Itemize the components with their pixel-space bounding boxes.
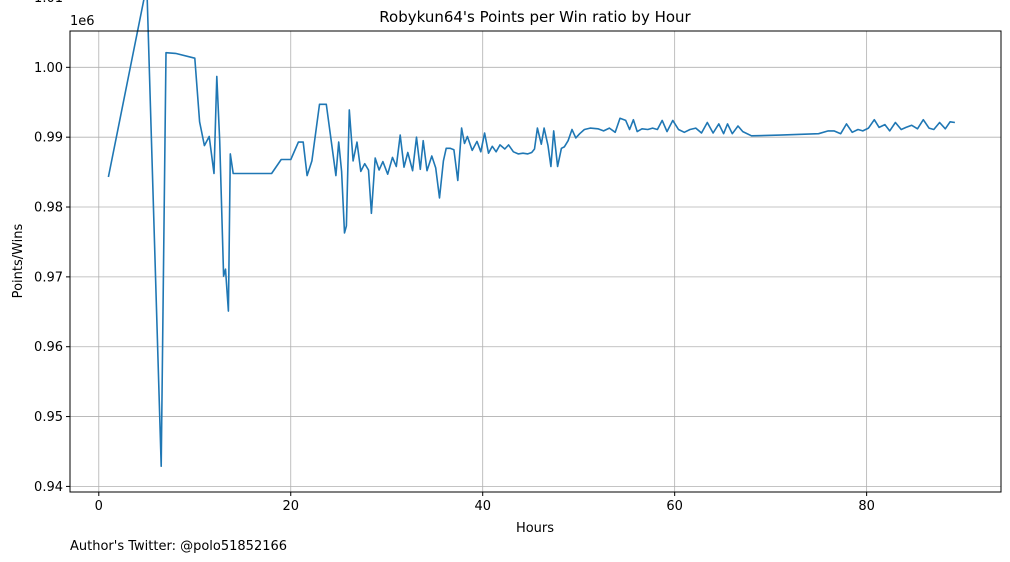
y-axis: 0.94 0.95 0.96 0.97 0.98 0.99 1.00 1.01 [34,0,70,495]
y-axis-label: Points/Wins [11,223,26,298]
y-tick-label: 0.95 [34,410,63,425]
grid-lines [70,31,1001,492]
x-tick-label: 40 [474,499,491,514]
y-tick-label: 1.00 [34,61,63,76]
y-tick-label: 0.98 [34,201,63,216]
y-tick-label: 0.99 [34,131,63,146]
plot-frame [69,30,1002,493]
x-axis: 0 20 40 60 80 [95,492,875,514]
x-axis-label: Hours [516,521,554,536]
x-tick-label: 0 [95,499,103,514]
x-tick-label: 60 [666,499,683,514]
y-tick-label: 1.01 [34,0,63,6]
series-line [107,0,956,468]
y-tick-label: 0.94 [34,480,63,495]
y-tick-label: 0.96 [34,340,63,355]
x-tick-label: 20 [282,499,299,514]
y-axis-offset-text: 1e6 [70,14,95,29]
y-tick-label: 0.97 [34,270,63,285]
x-tick-label: 80 [858,499,875,514]
chart-title: Robykun64's Points per Win ratio by Hour [379,8,691,26]
author-credit: Author's Twitter: @polo51852166 [70,539,287,554]
series-layer [107,0,956,468]
